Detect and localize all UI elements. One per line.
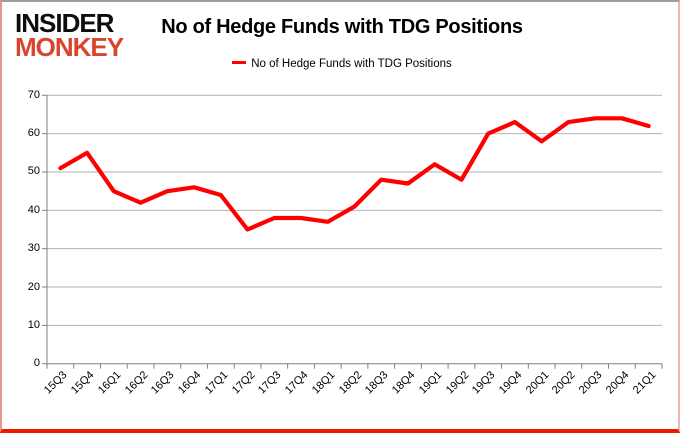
y-axis-label: 40 bbox=[27, 203, 40, 216]
logo-line-monkey: MONKEY bbox=[15, 31, 124, 62]
insider-monkey-logo: INSIDER MONKEY bbox=[15, 8, 124, 62]
y-axis-label: 50 bbox=[27, 165, 40, 178]
legend-line-swatch bbox=[232, 61, 247, 65]
y-axis-label: 70 bbox=[27, 88, 40, 101]
y-axis-label: 20 bbox=[27, 280, 40, 293]
tick-marks bbox=[42, 94, 663, 369]
gridlines bbox=[47, 94, 662, 326]
chart-legend: No of Hedge Funds with TDG Positions bbox=[2, 58, 678, 70]
chart-title: No of Hedge Funds with TDG Positions bbox=[161, 16, 523, 38]
y-axis-label: 60 bbox=[27, 127, 40, 140]
y-axis-label: 30 bbox=[27, 242, 40, 255]
axes bbox=[46, 95, 662, 365]
y-axis-label: 10 bbox=[27, 318, 40, 331]
legend-label: No of Hedge Funds with TDG Positions bbox=[251, 58, 452, 70]
logo-line-insider: INSIDER bbox=[15, 8, 114, 38]
series-line-hedge-funds bbox=[58, 116, 651, 232]
y-axis-label: 0 bbox=[33, 357, 40, 370]
